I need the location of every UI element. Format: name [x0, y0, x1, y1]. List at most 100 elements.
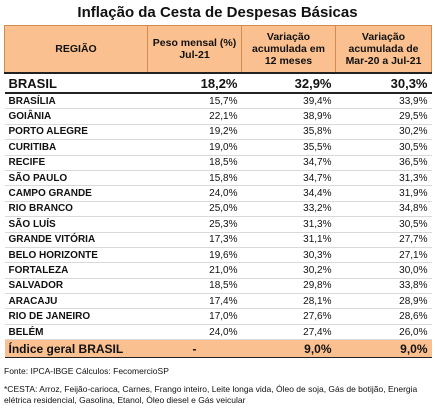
region-var-mar20: 28,9%: [335, 293, 432, 310]
table-row: BELÉM 24,0% 27,4% 26,0%: [4, 324, 432, 341]
region-name: CAMPO GRANDE: [4, 185, 148, 202]
region-weight: 18,5%: [147, 155, 242, 171]
table-row: SALVADOR 18,5% 29,8% 33,8%: [4, 278, 432, 295]
region-var-mar20: 27,7%: [335, 232, 432, 248]
region-var-mar20: 30,5%: [335, 216, 432, 233]
header-region: REGIÃO: [4, 25, 148, 74]
region-weight: 24,0%: [147, 324, 242, 341]
table-row: BELO HORIZONTE 19,6% 30,3% 27,1%: [4, 247, 432, 264]
region-var-mar20: 30,0%: [335, 262, 432, 279]
region-var-mar20: 36,5%: [335, 155, 432, 171]
region-name: GOIÂNIA: [4, 108, 148, 125]
region-name: BELO HORIZONTE: [4, 247, 148, 264]
brasil-weight: 18,2%: [147, 72, 242, 94]
indice-name: Índice geral BRASIL: [4, 339, 148, 359]
header-weight: Peso mensal (%) Jul-21: [147, 25, 242, 74]
region-var-12m: 27,4%: [241, 324, 336, 341]
indice-geral-row: Índice geral BRASIL - 9,0% 9,0%: [4, 339, 432, 359]
region-var-12m: 31,1%: [241, 232, 336, 248]
region-var-mar20: 33,9%: [335, 93, 432, 110]
region-name: BELÉM: [4, 324, 148, 341]
region-var-12m: 35,5%: [241, 139, 336, 156]
region-name: PORTO ALEGRE: [4, 124, 148, 141]
brasil-var-mar20: 30,3%: [335, 72, 432, 94]
region-name: SÃO PAULO: [4, 170, 148, 187]
region-var-12m: 29,8%: [241, 278, 336, 295]
region-var-mar20: 28,6%: [335, 308, 432, 325]
region-var-12m: 34,7%: [241, 170, 336, 187]
region-var-12m: 27,6%: [241, 308, 336, 325]
region-weight: 17,3%: [147, 232, 242, 248]
table-row: SÃO LUÍS 25,3% 31,3% 30,5%: [4, 216, 432, 233]
table-row: BRASÍLIA 15,7% 39,4% 33,9%: [4, 93, 432, 110]
region-var-12m: 34,7%: [241, 155, 336, 171]
region-weight: 24,0%: [147, 185, 242, 202]
region-weight: 17,4%: [147, 293, 242, 310]
table-row: PORTO ALEGRE 19,2% 35,8% 30,2%: [4, 124, 432, 141]
region-name: FORTALEZA: [4, 262, 148, 279]
region-var-12m: 30,2%: [241, 262, 336, 279]
region-name: RIO BRANCO: [4, 201, 148, 218]
region-var-mar20: 34,8%: [335, 201, 432, 218]
brasil-name: BRASIL: [4, 72, 148, 94]
brasil-var-12m: 32,9%: [241, 72, 336, 94]
region-var-12m: 30,3%: [241, 247, 336, 264]
region-weight: 15,8%: [147, 170, 242, 187]
region-name: ARACAJU: [4, 293, 148, 310]
region-var-mar20: 27,1%: [335, 247, 432, 264]
region-name: RIO DE JANEIRO: [4, 308, 148, 325]
region-var-mar20: 31,3%: [335, 170, 432, 187]
region-var-mar20: 30,2%: [335, 124, 432, 141]
header-var-mar20: Variação acumulada de Mar-20 a Jul-21: [335, 25, 432, 74]
table-row: CURITIBA 19,0% 35,5% 30,5%: [4, 139, 432, 156]
table-header-row: REGIÃO Peso mensal (%) Jul-21 Variação a…: [4, 25, 432, 74]
region-var-mar20: 29,5%: [335, 108, 432, 125]
region-var-mar20: 30,5%: [335, 139, 432, 156]
table-row: CAMPO GRANDE 24,0% 34,4% 31,9%: [4, 185, 432, 202]
region-weight: 25,0%: [147, 201, 242, 218]
region-var-12m: 34,4%: [241, 185, 336, 202]
region-weight: 25,3%: [147, 216, 242, 233]
region-name: GRANDE VITÓRIA: [4, 232, 148, 248]
region-weight: 21,0%: [147, 262, 242, 279]
region-weight: 18,5%: [147, 278, 242, 295]
table-row: FORTALEZA 21,0% 30,2% 30,0%: [4, 262, 432, 279]
report-title: Inflação da Cesta de Despesas Básicas: [77, 4, 358, 21]
region-name: SÃO LUÍS: [4, 216, 148, 233]
region-name: BRASÍLIA: [4, 93, 148, 110]
region-weight: 19,6%: [147, 247, 242, 264]
indice-var-12m: 9,0%: [241, 339, 336, 359]
region-weight: 19,2%: [147, 124, 242, 141]
source-note: Fonte: IPCA-IBGE Cálculos: FecomercioSP: [4, 366, 169, 376]
region-name: RECIFE: [4, 155, 148, 171]
region-var-mar20: 31,9%: [335, 185, 432, 202]
indice-var-mar20: 9,0%: [335, 339, 432, 359]
region-weight: 15,7%: [147, 93, 242, 110]
inflation-table: REGIÃO Peso mensal (%) Jul-21 Variação a…: [4, 25, 432, 359]
indice-weight: -: [147, 339, 242, 359]
basket-footnote: *CESTA: Arroz, Feijão-carioca, Carnes, F…: [4, 384, 418, 405]
region-var-mar20: 26,0%: [335, 324, 432, 341]
table-row: RIO BRANCO 25,0% 33,2% 34,8%: [4, 201, 432, 218]
table-row: RIO DE JANEIRO 17,0% 27,6% 28,6%: [4, 308, 432, 325]
table-row: GRANDE VITÓRIA 17,3% 31,1% 27,7%: [4, 232, 432, 248]
header-var-12m: Variação acumulada em 12 meses: [241, 25, 336, 74]
table-row: GOIÂNIA 22,1% 38,9% 29,5%: [4, 108, 432, 125]
region-weight: 17,0%: [147, 308, 242, 325]
region-var-12m: 39,4%: [241, 93, 336, 110]
table-row: ARACAJU 17,4% 28,1% 28,9%: [4, 293, 432, 310]
region-var-12m: 38,9%: [241, 108, 336, 125]
region-var-12m: 35,8%: [241, 124, 336, 141]
region-weight: 19,0%: [147, 139, 242, 156]
region-name: SALVADOR: [4, 278, 148, 295]
region-var-mar20: 33,8%: [335, 278, 432, 295]
region-weight: 22,1%: [147, 108, 242, 125]
table-row: SÃO PAULO 15,8% 34,7% 31,3%: [4, 170, 432, 187]
brasil-row: BRASIL 18,2% 32,9% 30,3%: [4, 72, 432, 94]
region-var-12m: 33,2%: [241, 201, 336, 218]
region-name: CURITIBA: [4, 139, 148, 156]
region-var-12m: 28,1%: [241, 293, 336, 310]
region-var-12m: 31,3%: [241, 216, 336, 233]
table-body: BRASIL 18,2% 32,9% 30,3% BRASÍLIA 15,7% 39…: [4, 72, 432, 341]
